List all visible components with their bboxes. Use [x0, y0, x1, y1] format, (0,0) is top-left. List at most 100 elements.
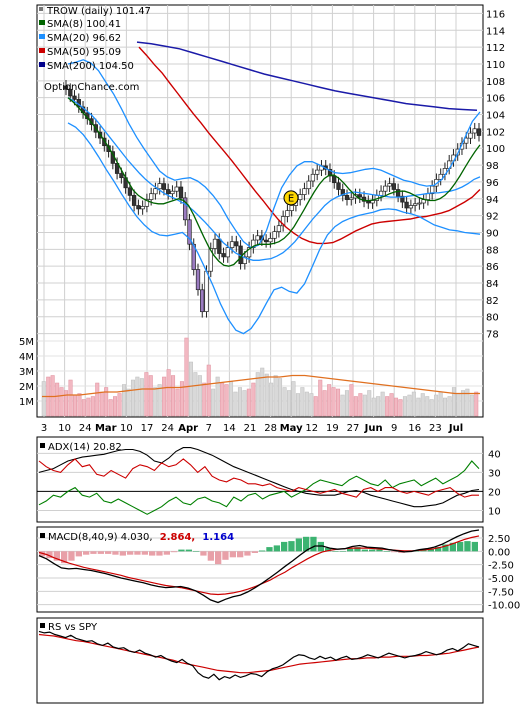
candle-body — [263, 239, 269, 243]
adx-line-di — [38, 458, 479, 498]
price-tick-label: 114 — [486, 26, 505, 37]
macd-legend-macd: MACD(8,40,9) 4.030, — [48, 532, 153, 543]
candle-body — [302, 188, 307, 195]
candle-body — [208, 248, 213, 272]
volume-bar — [429, 399, 434, 417]
volume-bar — [108, 399, 113, 417]
candle-body — [468, 132, 473, 139]
candle-body — [89, 118, 94, 125]
volume-bar — [211, 388, 216, 417]
price-tick-label: 90 — [486, 228, 499, 239]
volume-bar — [68, 379, 73, 417]
candle-body — [285, 210, 290, 217]
volume-bar — [269, 382, 274, 417]
x-tick-label: 7 — [206, 423, 212, 434]
price-tick-label: 78 — [486, 330, 499, 341]
candle-body — [170, 190, 175, 195]
candle-body — [357, 194, 362, 198]
volume-bar — [197, 375, 202, 417]
volume-bar — [148, 375, 153, 417]
macd-histogram-bar — [354, 547, 361, 552]
candle-body — [310, 173, 316, 182]
macd-histogram-bar — [325, 547, 332, 552]
candle-body — [174, 186, 179, 192]
macd-histogram-bar — [53, 551, 60, 561]
price-series: E — [63, 41, 482, 335]
volume-bar — [358, 393, 363, 417]
candle-body — [157, 183, 162, 190]
price-legend: TROW (daily) 101.47 SMA(8) 100.41 SMA(20… — [39, 6, 151, 93]
candle-body — [425, 193, 431, 200]
volume-bar — [260, 367, 265, 417]
earnings-event-icon — [283, 190, 299, 206]
sma200-line — [136, 41, 478, 112]
sma8-line — [67, 97, 481, 267]
volume-bar — [175, 388, 180, 417]
rs-legend-label: RS vs SPY — [48, 622, 98, 633]
candle-body — [417, 202, 422, 205]
candle-body — [272, 231, 277, 239]
volume-bar — [246, 388, 251, 417]
candle-body — [149, 193, 154, 200]
x-tick-label: 23 — [429, 423, 442, 434]
sma50-legend: SMA(50) 95.09 — [47, 47, 121, 58]
candle-body — [119, 173, 124, 179]
macd-histogram-bar — [339, 551, 346, 552]
volume-bar — [135, 376, 140, 417]
x-tick-label: Mar — [95, 423, 117, 434]
volume-bar — [55, 382, 60, 417]
volume-bar — [425, 396, 430, 417]
sma200-legend: SMA(200) 104.50 — [47, 61, 134, 72]
candle-body — [404, 201, 409, 209]
macd-histogram-bar — [46, 551, 53, 559]
candle-body — [268, 238, 273, 243]
price-tick-label: 110 — [486, 60, 505, 71]
adx-swatch — [40, 443, 45, 448]
candle-body — [127, 187, 133, 196]
macd-histogram-bar — [193, 551, 200, 552]
rs-average-line — [38, 633, 480, 674]
macd-histogram-bar — [178, 549, 185, 552]
volume-bar — [126, 388, 131, 417]
volume-bar — [474, 391, 479, 417]
price-tick-label: 112 — [486, 43, 505, 54]
macd-histogram-bar — [68, 551, 75, 561]
candle-body — [438, 173, 443, 180]
price-tick-label: 102 — [486, 127, 505, 138]
macd-histogram-bar — [229, 551, 236, 558]
volume-bar — [322, 390, 327, 417]
macd-tick-label: -7.50 — [488, 587, 514, 598]
volume-bar — [318, 379, 323, 417]
candle-body — [332, 175, 337, 184]
volume-bar — [224, 384, 229, 417]
macd-histogram-bar — [141, 551, 148, 555]
volume-bar — [340, 394, 345, 417]
macd-panel-frame — [36, 526, 484, 613]
price-tick-label: 108 — [486, 77, 505, 88]
volume-bar — [202, 382, 207, 417]
sma50-swatch — [39, 48, 45, 53]
candle-body — [349, 197, 354, 200]
volume-bar — [411, 391, 416, 417]
candle-body — [72, 95, 77, 100]
candle-body — [400, 195, 405, 203]
macd-histogram-bar — [383, 551, 390, 552]
x-tick-label: 10 — [58, 423, 71, 434]
volume-bar — [309, 393, 314, 417]
macd-tick-label: -5.00 — [488, 574, 514, 585]
candle-body — [366, 200, 371, 204]
candle-body — [166, 189, 171, 195]
volume-bar — [331, 387, 336, 417]
x-tick-label: 16 — [408, 423, 421, 434]
x-tick-label: 10 — [120, 423, 133, 434]
sma200-swatch — [39, 62, 45, 67]
sma20-legend: SMA(20) 96.62 — [47, 33, 121, 44]
axis-labels: 3 10 24 Mar 10 17 24 Apr 7 14 21 28 May 12 19 27 Jun 9 16 2… — [19, 9, 520, 611]
volume-bar — [130, 379, 135, 417]
volume-bar — [394, 397, 399, 417]
candle-body — [140, 206, 145, 210]
price-tick-label: 100 — [486, 144, 505, 155]
volume-bar — [237, 387, 242, 417]
volume-bar — [313, 396, 318, 417]
price-tick-label: 96 — [486, 178, 499, 189]
